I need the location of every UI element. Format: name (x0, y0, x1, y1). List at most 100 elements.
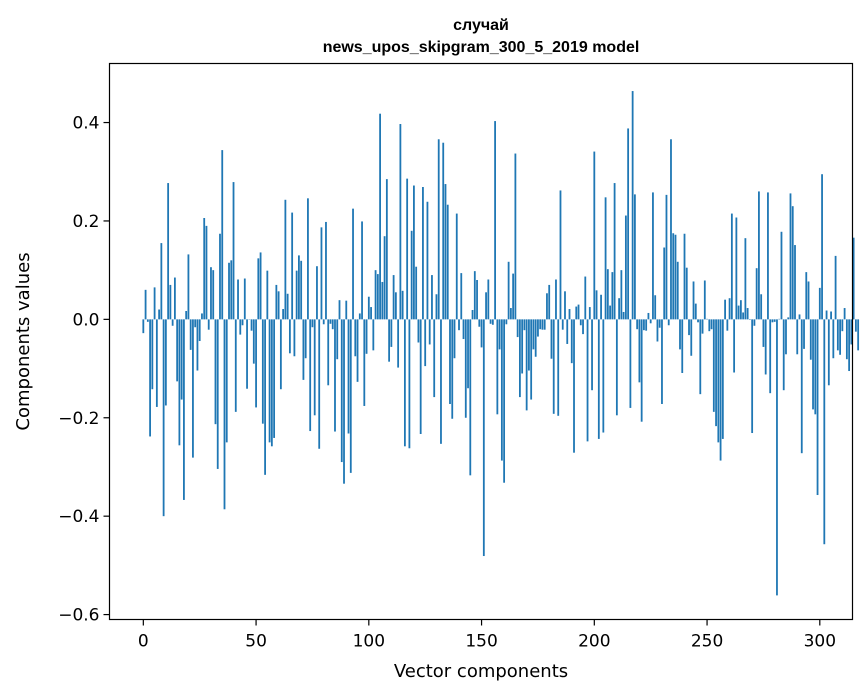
bar-124 (422, 187, 424, 320)
bar-297 (812, 319, 814, 410)
bar-238 (679, 319, 681, 350)
bar-207 (609, 305, 611, 320)
bar-139 (455, 213, 458, 320)
bar-25 (198, 319, 201, 342)
bar-158 (498, 319, 501, 350)
bar-215 (627, 128, 630, 320)
bar-219 (636, 319, 639, 330)
bar-27 (203, 218, 206, 320)
bar-32 (214, 319, 217, 425)
bar-101 (370, 307, 372, 320)
bar-39 (230, 260, 233, 320)
bar-310 (841, 319, 844, 332)
bar-77 (316, 266, 318, 320)
bar-237 (676, 261, 679, 320)
bar-314 (850, 319, 853, 345)
bar-254 (715, 319, 717, 427)
bar-214 (624, 215, 627, 320)
bar-242 (688, 319, 690, 336)
bar-174 (534, 319, 537, 357)
bar-90 (345, 300, 348, 320)
bar-10 (164, 319, 167, 406)
bar-309 (839, 319, 841, 355)
bar-257 (721, 319, 724, 439)
bar-16 (178, 319, 181, 446)
bar-195 (582, 319, 584, 335)
bar-304 (827, 319, 830, 386)
bar-231 (663, 247, 666, 320)
bar-244 (692, 281, 695, 320)
bar-189 (568, 309, 571, 320)
bar-143 (464, 319, 467, 418)
bar-178 (543, 319, 546, 330)
bar-88 (340, 319, 343, 463)
bar-216 (629, 319, 632, 408)
bar-294 (805, 272, 808, 320)
bar-171 (528, 319, 530, 371)
bar-198 (588, 307, 591, 320)
bar-170 (525, 319, 528, 411)
bar-185 (559, 190, 562, 320)
bar-230 (661, 319, 663, 404)
bar-0 (142, 319, 145, 334)
bar-95 (356, 319, 359, 382)
bar-247 (699, 319, 702, 395)
bar-232 (665, 194, 668, 320)
bar-258 (724, 299, 726, 320)
bar-298 (814, 319, 817, 415)
y-tick-label-3: 0.0 (72, 310, 99, 330)
bar-317 (857, 319, 860, 351)
bar-200 (593, 151, 596, 320)
bar-63 (284, 199, 287, 320)
bar-46 (246, 319, 248, 389)
bar-73 (307, 198, 309, 320)
bar-33 (216, 319, 219, 469)
bar-6 (155, 319, 158, 407)
bar-149 (478, 319, 481, 327)
bar-8 (160, 243, 163, 320)
bar-65 (288, 319, 291, 354)
bar-227 (654, 295, 657, 320)
bar-313 (848, 319, 851, 372)
bar-287 (789, 193, 792, 320)
bar-140 (458, 319, 460, 331)
bar-303 (825, 310, 828, 320)
bar-123 (419, 319, 422, 434)
bar-57 (270, 319, 273, 447)
bar-44 (241, 319, 244, 326)
bar-69 (298, 255, 300, 320)
bar-221 (640, 319, 643, 422)
bar-74 (309, 319, 312, 432)
bar-261 (730, 213, 733, 320)
bar-235 (672, 233, 675, 320)
bar-266 (742, 312, 745, 320)
y-tick-label-5: 0.4 (72, 114, 99, 134)
bar-134 (444, 184, 447, 320)
plot-frame (108, 62, 854, 621)
bar-201 (595, 290, 598, 320)
bar-245 (694, 303, 697, 320)
bar-129 (433, 319, 436, 398)
bar-136 (449, 319, 451, 404)
bar-222 (643, 319, 645, 331)
bar-229 (658, 319, 661, 328)
bar-133 (442, 142, 445, 320)
bar-226 (652, 192, 654, 320)
bar-28 (205, 225, 208, 320)
bar-67 (293, 319, 296, 357)
bar-85 (334, 319, 336, 432)
bar-162 (507, 261, 510, 320)
bar-192 (575, 306, 578, 320)
bar-113 (397, 319, 400, 368)
bar-182 (552, 319, 555, 414)
bar-62 (282, 309, 285, 320)
bar-86 (336, 319, 339, 360)
bar-146 (471, 310, 474, 320)
bar-127 (428, 319, 431, 345)
bar-211 (618, 298, 621, 320)
y-axis-ticks: −0.6 −0.4 −0.2 0.0 0.2 0.4 (58, 114, 110, 626)
bar-2 (146, 319, 149, 322)
bar-53 (261, 319, 264, 424)
bar-205 (604, 197, 607, 320)
